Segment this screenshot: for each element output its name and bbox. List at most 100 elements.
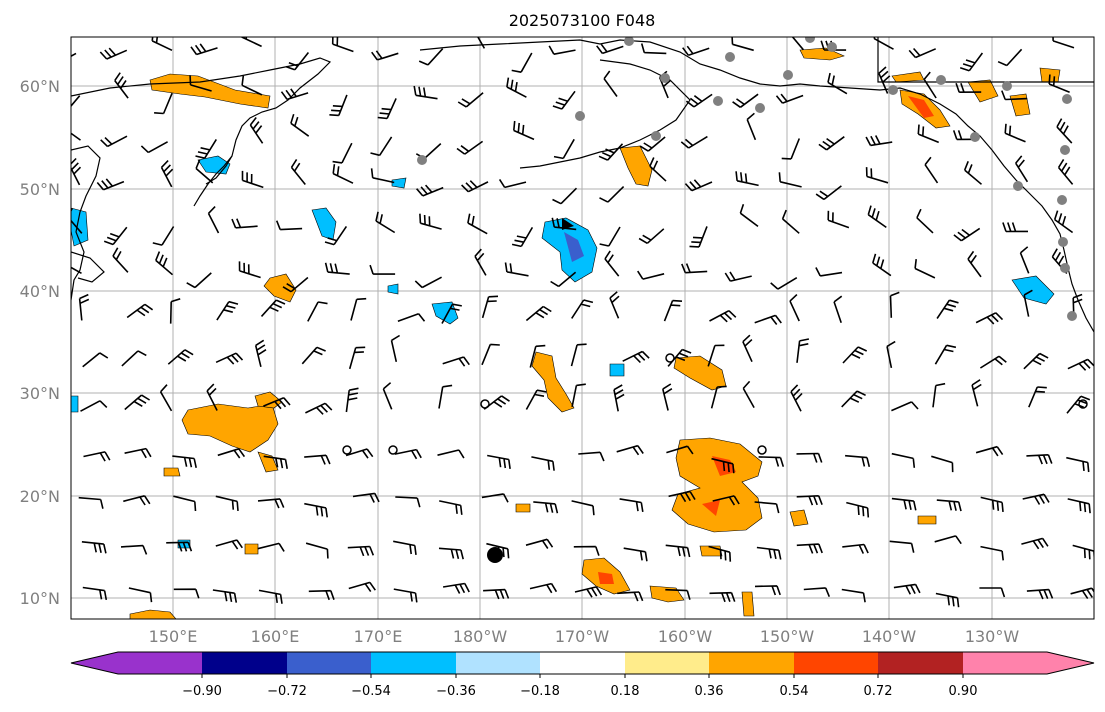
wind-barb xyxy=(732,93,759,108)
wind-barb xyxy=(613,384,625,412)
station-dot xyxy=(1013,181,1023,191)
wind-barb xyxy=(112,247,129,273)
wind-barb xyxy=(599,226,621,247)
station-dot xyxy=(970,132,980,142)
wind-barb xyxy=(778,172,802,188)
wind-barb xyxy=(124,447,152,459)
lon-tick-label: 170°E xyxy=(354,627,403,646)
wind-barb xyxy=(739,203,759,228)
wind-barb xyxy=(936,499,962,512)
wind-barb xyxy=(578,451,605,462)
wind-barb xyxy=(731,37,754,52)
wind-barb xyxy=(249,117,264,144)
station-dot xyxy=(1057,195,1067,205)
wind-barb xyxy=(80,400,108,412)
wind-barb xyxy=(742,334,753,363)
wind-barb xyxy=(307,301,328,322)
wind-barb xyxy=(308,589,335,601)
wind-barb xyxy=(290,113,310,137)
wind-barb xyxy=(724,271,752,282)
colorbar-label: 0.18 xyxy=(611,684,640,699)
wind-barb xyxy=(151,37,173,52)
wind-barb xyxy=(617,591,644,602)
wind-barb xyxy=(511,52,533,73)
calm-circle xyxy=(665,353,675,363)
wind-barb xyxy=(525,538,554,549)
wind-barb xyxy=(975,445,1004,457)
wind-barb xyxy=(531,456,555,471)
wind-barb xyxy=(231,218,258,229)
wind-barb xyxy=(486,542,510,559)
wind-barb xyxy=(525,305,552,322)
shade-blue-edge xyxy=(71,395,79,413)
wind-barb xyxy=(375,211,396,234)
station-dot xyxy=(1067,311,1077,321)
wind-barb xyxy=(1004,123,1026,143)
wind-barb xyxy=(889,540,915,553)
wind-barb xyxy=(206,383,218,411)
wind-barb xyxy=(827,72,848,95)
wind-barb xyxy=(207,206,220,234)
calm-circle xyxy=(480,399,490,409)
wind-barb xyxy=(924,156,939,184)
station-dot xyxy=(651,131,661,141)
wind-barb xyxy=(712,495,740,506)
wind-barb xyxy=(638,228,665,244)
wind-barb xyxy=(103,226,128,246)
wind-barb xyxy=(215,352,244,365)
wind-barb xyxy=(841,588,866,603)
wind-barb xyxy=(967,250,982,278)
wind-barb xyxy=(71,266,82,274)
wind-barb xyxy=(476,37,486,49)
wind-barb xyxy=(846,501,870,518)
wind-barb xyxy=(394,448,422,460)
wind-barb xyxy=(263,455,288,469)
calm-circle xyxy=(388,445,398,455)
colorbar-label: −0.36 xyxy=(436,684,476,699)
wind-barb xyxy=(324,225,348,246)
wind-barb xyxy=(120,544,148,555)
wind-barb xyxy=(746,112,757,141)
wind-barb xyxy=(369,264,396,275)
wind-barb xyxy=(908,47,937,59)
wind-barb xyxy=(934,344,957,365)
lat-tick-label: 30°N xyxy=(20,384,60,403)
station-dot xyxy=(1002,81,1012,91)
wind-barb xyxy=(604,250,620,277)
wind-barb xyxy=(552,90,576,110)
wind-barb xyxy=(123,495,151,506)
wind-barb xyxy=(128,587,153,603)
wind-barb xyxy=(331,37,354,53)
colorbar-label: 0.72 xyxy=(864,684,893,699)
wind-barb xyxy=(195,138,217,159)
wind-barb xyxy=(439,500,463,515)
wind-barb xyxy=(980,545,1004,561)
wind-barb xyxy=(931,455,954,473)
wind-barb xyxy=(574,586,603,598)
lon-axis: 150°E 160°E 170°E 180°W 170°W 160°W 150°… xyxy=(149,627,1020,646)
wind-barb xyxy=(438,547,464,560)
wind-barb xyxy=(82,586,108,601)
wind-barb xyxy=(370,168,395,184)
wind-barb xyxy=(735,171,759,187)
wind-barb xyxy=(791,37,804,51)
wind-barb xyxy=(1070,587,1094,600)
lon-tick-label: 140°W xyxy=(862,627,917,646)
station-dot xyxy=(888,85,898,95)
wind-barb xyxy=(709,591,736,603)
wind-barb xyxy=(305,402,333,415)
wind-barb xyxy=(637,270,665,280)
wind-barb xyxy=(195,159,214,184)
shade-orange-alaska-n xyxy=(799,47,845,61)
wind-barb xyxy=(815,185,842,201)
wind-barb xyxy=(959,52,984,72)
wind-barb xyxy=(923,71,937,99)
wind-barb xyxy=(241,170,264,189)
wind-barb xyxy=(803,587,831,598)
wind-barb xyxy=(282,276,309,293)
wind-barb xyxy=(935,592,960,608)
wind-barb xyxy=(257,542,285,552)
colorbar-segment xyxy=(456,652,540,674)
wind-barb xyxy=(781,138,801,160)
